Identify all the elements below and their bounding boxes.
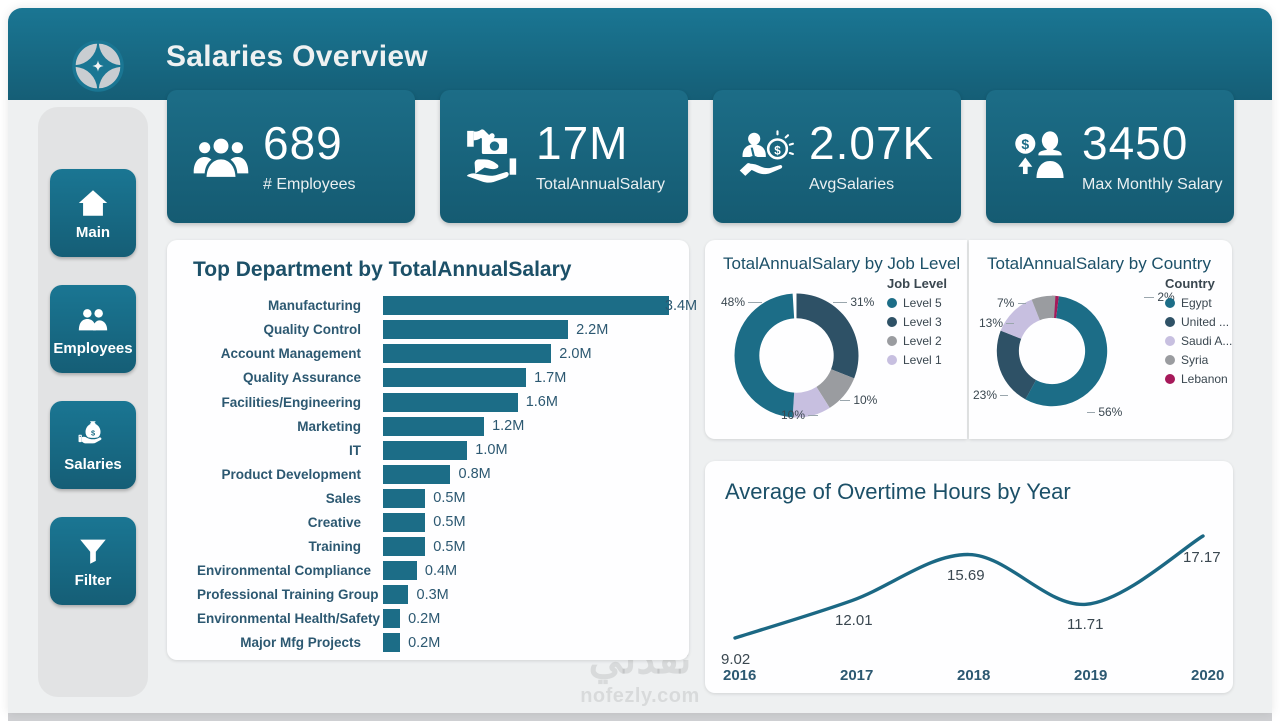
svg-text:$: $	[774, 144, 781, 157]
svg-text:$: $	[1021, 136, 1029, 152]
svg-text:$: $	[91, 428, 95, 437]
